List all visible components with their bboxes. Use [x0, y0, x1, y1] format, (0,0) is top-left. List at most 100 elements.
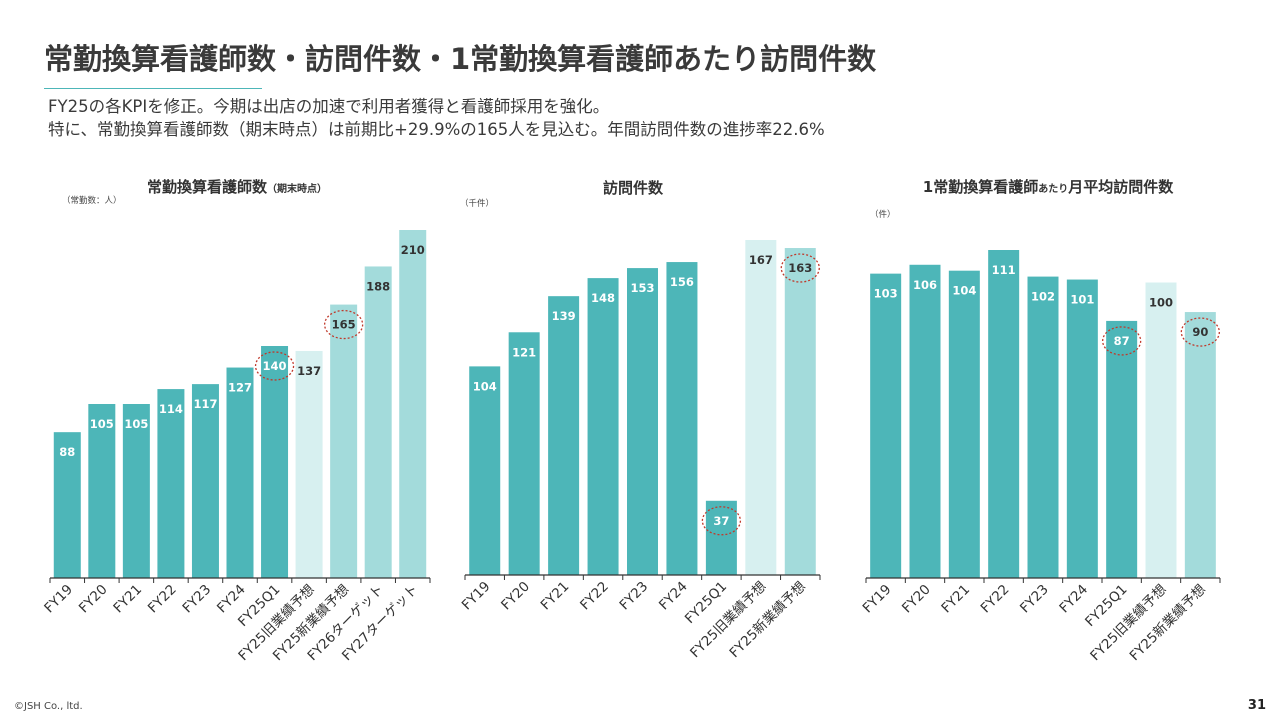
- data-label: 140: [263, 359, 287, 373]
- page-title: 常勤換算看護師数・訪問件数・1常勤換算看護師あたり訪問件数: [44, 42, 877, 76]
- data-label: 153: [630, 281, 654, 295]
- bar: [226, 367, 254, 578]
- category-label: FY20: [498, 579, 533, 614]
- highlight-ring: [1102, 326, 1142, 356]
- chart-title: 訪問件数: [603, 179, 664, 197]
- chart-title-main: 常勤換算看護師数: [147, 178, 268, 196]
- bar: [364, 266, 392, 578]
- bar: [784, 248, 816, 575]
- chart-title-suffix: 月平均訪問件数: [1067, 178, 1174, 196]
- data-label: 165: [332, 318, 356, 332]
- unit-label: （千件）: [460, 198, 494, 209]
- data-label: 167: [749, 253, 773, 267]
- chart-title-main: 1常勤換算看護師: [923, 178, 1038, 196]
- copyright-notice: ©JSH Co., ltd.: [14, 701, 83, 712]
- chart-title-main: 訪問件数: [603, 179, 664, 197]
- data-label: 105: [124, 417, 148, 431]
- data-label: 148: [591, 291, 615, 305]
- highlight-ring: [254, 351, 295, 381]
- bar: [122, 404, 150, 578]
- bar: [548, 296, 580, 575]
- category-label: FY19: [860, 582, 895, 617]
- data-label: 163: [788, 261, 812, 275]
- data-label: 104: [952, 284, 976, 298]
- data-label: 90: [1192, 325, 1208, 339]
- bar: [330, 304, 358, 578]
- category-label: FY23: [617, 579, 652, 614]
- bar: [1145, 282, 1177, 578]
- bar: [870, 273, 902, 578]
- bar: [988, 250, 1020, 578]
- bar: [627, 268, 658, 575]
- bar: [587, 278, 619, 575]
- data-label: 117: [193, 397, 217, 411]
- category-label: FY22: [577, 579, 612, 614]
- chart-title: 1常勤換算看護師あたり月平均訪問件数: [923, 178, 1174, 196]
- unit-label: （件）: [870, 209, 896, 220]
- data-label: 101: [1070, 293, 1094, 307]
- bar: [909, 264, 941, 578]
- data-label: 114: [159, 402, 183, 416]
- category-label: FY23: [179, 582, 214, 617]
- data-label: 37: [713, 514, 729, 528]
- bar: [295, 350, 323, 578]
- data-label: 156: [670, 275, 694, 289]
- category-label: FY24: [1056, 582, 1091, 617]
- highlight-ring: [780, 253, 820, 283]
- highlight-ring: [701, 506, 742, 536]
- category-label: FY20: [899, 582, 934, 617]
- data-label: 137: [297, 364, 321, 378]
- bar: [1106, 320, 1138, 578]
- data-label: 121: [512, 345, 536, 359]
- category-label: FY22: [145, 582, 180, 617]
- chart-title: 常勤換算看護師数（期末時点）: [147, 178, 327, 196]
- highlight-ring: [1180, 317, 1220, 347]
- category-label: FY21: [538, 579, 573, 614]
- data-label: 188: [366, 279, 390, 293]
- kpi-charts: 常勤換算看護師数（期末時点） （常勤数：人） 88 FY19 105 FY20 105 FY2…: [41, 178, 1221, 664]
- category-label: FY22: [978, 582, 1013, 617]
- lead-text: FY25の各KPIを修正。今期は出店の加速で利用者獲得と看護師採用を強化。 特に…: [48, 95, 825, 141]
- data-label: 104: [473, 379, 497, 393]
- data-label: 102: [1031, 290, 1055, 304]
- category-label: FY20: [76, 582, 111, 617]
- bar: [948, 270, 980, 578]
- data-label: 103: [874, 287, 898, 301]
- category-label: FY24: [656, 579, 691, 614]
- highlight-ring: [323, 309, 364, 340]
- bar: [469, 366, 501, 575]
- bar: [1066, 279, 1098, 578]
- data-label: 88: [59, 445, 75, 459]
- data-label: 105: [90, 417, 114, 431]
- bar: [261, 346, 289, 578]
- lead-line-2: 特に、常勤換算看護師数（期末時点）は前期比+29.9%の165人を見込む。年間訪…: [48, 120, 825, 139]
- chart-title-suffix: （期末時点）: [267, 182, 327, 195]
- data-label: 210: [401, 243, 425, 257]
- category-label: FY19: [41, 582, 76, 617]
- bar: [53, 432, 81, 578]
- category-label: FY21: [938, 582, 973, 617]
- unit-label: （常勤数：人）: [62, 195, 122, 206]
- data-label: 100: [1149, 296, 1173, 310]
- page-number: 31: [1247, 698, 1266, 713]
- bar: [1027, 276, 1059, 578]
- chart-title-mid: あたり: [1038, 182, 1068, 195]
- bar: [1184, 312, 1216, 578]
- data-label: 106: [913, 278, 937, 292]
- category-label: FY21: [110, 582, 145, 617]
- category-label: FY23: [1017, 582, 1052, 617]
- title-underline: [44, 88, 262, 89]
- data-label: 127: [228, 381, 252, 395]
- bar: [508, 332, 540, 575]
- bar: [399, 230, 427, 578]
- data-label: 87: [1114, 334, 1130, 348]
- category-label: FY19: [459, 579, 494, 614]
- bar: [157, 389, 185, 578]
- data-label: 139: [552, 309, 576, 323]
- data-label: 111: [992, 263, 1016, 277]
- bar: [705, 500, 737, 575]
- bar: [191, 384, 219, 578]
- bar: [745, 240, 777, 575]
- lead-line-1: FY25の各KPIを修正。今期は出店の加速で利用者獲得と看護師採用を強化。: [48, 97, 610, 116]
- bar: [88, 404, 116, 578]
